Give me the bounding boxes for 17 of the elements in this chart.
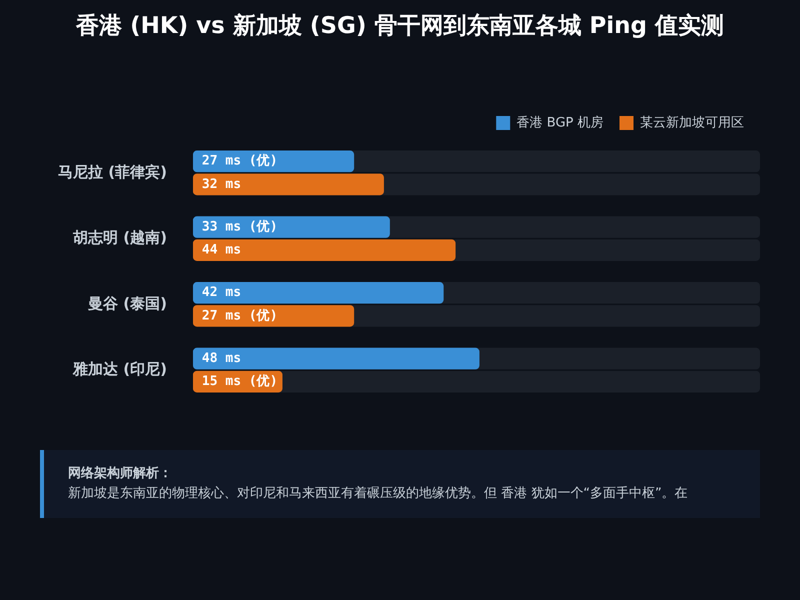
data-label: 27 ms (优)	[202, 308, 278, 324]
text: 新加坡是东南亚的物理核心、对印尼和马来西亚有着碾压级的地缘优势。但 香港 犹如一个“多面手中枢”。在	[68, 485, 689, 503]
chart-title: 香港 (HK) vs 新加坡 (SG) 骨干网到东南亚各城 Ping 值实测	[74, 12, 725, 41]
data-label: 42 ms	[202, 285, 242, 300]
data-label: 27 ms (优)	[202, 154, 278, 169]
legend-label: 香港 BGP 机房	[516, 114, 604, 130]
legend-label: 某云新加坡可用区	[640, 115, 744, 130]
data-label: 15 ms (优)	[202, 374, 278, 390]
data-label: 48 ms	[202, 350, 242, 366]
y-tick-label: 马尼拉 (菲律宾)	[58, 162, 167, 181]
data-label: 44 ms	[202, 242, 242, 258]
y-tick-label: 曼谷 (泰国)	[86, 294, 167, 312]
y-tick-label: 胡志明 (越南)	[72, 228, 167, 247]
data-label: 32 ms	[202, 176, 242, 192]
y-tick-label: 雅加达 (印尼)	[72, 360, 167, 378]
text: 网络架构师解析：	[68, 465, 173, 483]
data-label: 33 ms (优)	[202, 219, 278, 234]
